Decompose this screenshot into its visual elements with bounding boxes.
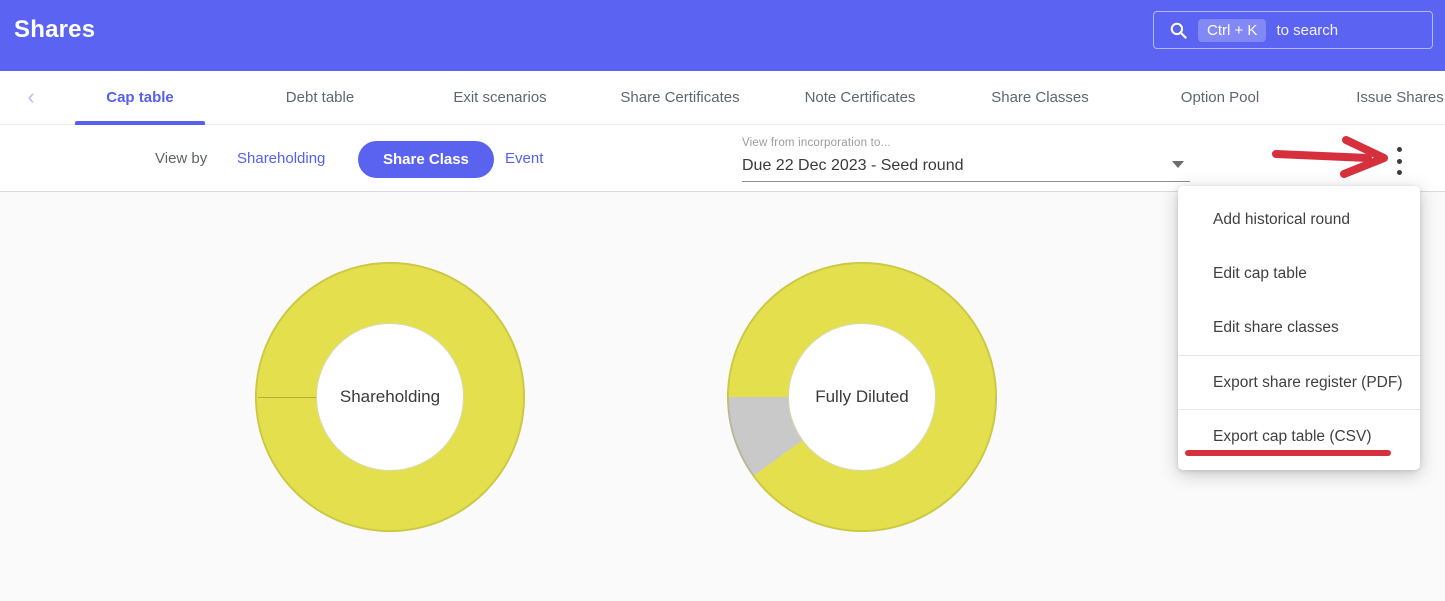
page-title: Shares (14, 16, 96, 43)
search-hint: to search (1276, 21, 1339, 39)
context-menu: Add historical round Edit cap table Edit… (1178, 186, 1420, 470)
fully-diluted-donut-chart: Fully Diluted (727, 262, 997, 532)
search-shortcut-badge: Ctrl + K (1198, 18, 1267, 42)
tab-cap-table[interactable]: Cap table (50, 71, 230, 125)
period-select-value: Due 22 Dec 2023 - Seed round (742, 157, 964, 174)
period-select-label: View from incorporation to... (742, 137, 891, 149)
menu-item-edit-share-classes[interactable]: Edit share classes (1213, 319, 1339, 336)
view-by-label: View by (155, 150, 208, 167)
viewby-option-share-class[interactable]: Share Class (358, 141, 494, 178)
donut-center: Fully Diluted (788, 323, 936, 471)
kebab-dot (1396, 170, 1402, 175)
menu-item-export-cap-table-csv[interactable]: Export cap table (CSV) (1178, 409, 1420, 463)
tab-strip: Cap table Debt table Exit scenarios Shar… (50, 71, 1445, 125)
chevron-left-icon[interactable]: ‹ (27, 84, 35, 109)
viewby-option-event[interactable]: Event (505, 150, 544, 167)
search-icon (1170, 22, 1187, 39)
annotation-underline (1185, 450, 1391, 456)
annotation-arrow (1272, 136, 1388, 178)
period-select[interactable]: View from incorporation to... Due 22 Dec… (742, 132, 1190, 182)
kebab-dot (1396, 158, 1402, 164)
slice-border (258, 397, 319, 398)
app-header: Shares Ctrl + K to search (0, 0, 1445, 71)
menu-item-edit-cap-table[interactable]: Edit cap table (1213, 265, 1307, 282)
tab-option-pool[interactable]: Option Pool (1180, 89, 1260, 106)
menu-item-add-historical-round[interactable]: Add historical round (1213, 211, 1350, 228)
viewby-option-shareholding[interactable]: Shareholding (237, 150, 326, 167)
kebab-dot (1396, 147, 1402, 152)
tab-share-certificates[interactable]: Share Certificates (620, 89, 740, 106)
active-tab-indicator (75, 121, 205, 125)
search-input[interactable]: Ctrl + K to search (1153, 11, 1433, 49)
controls-row: View by Shareholding Share Class Event V… (0, 125, 1445, 192)
tab-bar: ‹ Cap table Debt table Exit scenarios Sh… (0, 71, 1445, 125)
tab-debt-table[interactable]: Debt table (285, 89, 355, 106)
tab-issue-shares[interactable]: Issue Shares (1356, 89, 1444, 106)
tab-note-certificates[interactable]: Note Certificates (804, 89, 916, 106)
chevron-down-icon (1172, 161, 1184, 168)
kebab-menu-button[interactable] (1387, 145, 1411, 177)
shareholding-donut-chart: Shareholding (255, 262, 525, 532)
tab-share-classes[interactable]: Share Classes (991, 89, 1089, 106)
menu-item-export-share-register-pdf[interactable]: Export share register (PDF) (1178, 355, 1420, 409)
donut-center-label: Shareholding (339, 387, 441, 406)
donut-center-label: Fully Diluted (815, 387, 909, 406)
donut-center: Shareholding (316, 323, 464, 471)
tab-exit-scenarios[interactable]: Exit scenarios (453, 89, 547, 106)
